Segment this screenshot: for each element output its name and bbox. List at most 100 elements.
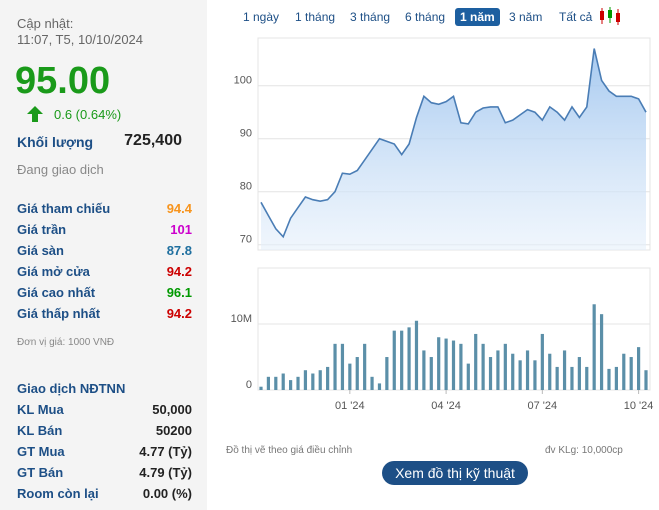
status: Đang giao dịch: [17, 162, 104, 177]
foreign-label: KL Mua: [17, 402, 64, 417]
range-tab[interactable]: 3 tháng: [350, 10, 391, 24]
volume-bar: [570, 366, 574, 390]
range-tab[interactable]: 6 tháng: [405, 10, 446, 24]
foreign-row: Room còn lại 0.00 (%): [17, 486, 192, 506]
volume-bar: [377, 383, 382, 390]
change: 0.6 (0.64%): [54, 107, 122, 122]
volume-bar: [533, 360, 537, 390]
volume-bar: [437, 337, 441, 390]
volume-bar: [363, 343, 367, 390]
x-tick-label: 10 '24: [624, 400, 654, 412]
volume-bar: [488, 357, 493, 390]
volume-bar: [274, 376, 278, 390]
volume-bar: [370, 376, 374, 390]
volume-bar: [511, 353, 515, 390]
volume-bar: [629, 357, 633, 390]
x-tick-label: 04 '24: [431, 400, 461, 412]
price-row: Giá sàn 87.8: [17, 243, 192, 263]
range-tab[interactable]: 1 tháng: [295, 10, 336, 24]
range-tab[interactable]: 3 năm: [509, 10, 543, 24]
volume-bar: [555, 366, 559, 390]
foreign-value: 0.00 (%): [142, 486, 192, 501]
volume-bar: [392, 330, 396, 390]
price-label: Giá sàn: [17, 243, 64, 258]
updated-time: 11:07, T5, 10/10/2024: [17, 32, 144, 47]
x-tick-label: 01 '24: [335, 400, 365, 412]
volume-bar: [503, 343, 507, 390]
y-tick-label: 90: [240, 128, 252, 140]
foreign-value: 50,000: [152, 402, 192, 417]
volume-bar: [592, 304, 596, 390]
range-tab[interactable]: Tất cả: [559, 10, 593, 24]
range-tab[interactable]: 1 ngày: [243, 10, 280, 24]
price-value: 94.4: [166, 201, 192, 216]
volume-bar: [577, 357, 581, 390]
y-tick-label: 10M: [231, 313, 252, 325]
volume-bar: [296, 376, 300, 390]
volume-bar: [466, 363, 470, 390]
foreign-row: KL Mua 50,000: [17, 402, 192, 422]
volume-bar: [451, 340, 456, 390]
price-value: 87.8: [166, 243, 192, 258]
x-tick-label: 07 '24: [528, 400, 558, 412]
price-area: [261, 48, 646, 250]
unit-note: Đơn vị giá: 1000 VNĐ: [17, 337, 115, 348]
y-tick-label: 80: [240, 181, 252, 193]
volume-bar: [289, 380, 293, 390]
volume-bar: [355, 357, 359, 390]
price-value: 94.2: [166, 306, 192, 321]
volume-label: Khối lượng: [17, 134, 94, 150]
volume-bar: [525, 350, 530, 390]
volume-unit-note: đv KLg: 10,000cp: [545, 445, 623, 456]
adjusted-note: Đồ thị vẽ theo giá điều chỉnh: [226, 445, 353, 456]
candle-icon[interactable]: [598, 6, 622, 26]
updated-label: Cập nhật:: [17, 16, 74, 31]
foreign-value: 4.77 (Tỷ): [139, 444, 192, 459]
volume-bar: [407, 327, 411, 390]
foreign-value: 50200: [155, 423, 192, 438]
price-label: Giá mở cửa: [17, 264, 90, 279]
price-label: Giá cao nhất: [17, 285, 96, 300]
foreign-label: GT Bán: [17, 465, 64, 480]
foreign-label: GT Mua: [17, 444, 65, 459]
volume-bar: [607, 368, 611, 390]
price-value: 94.2: [166, 264, 192, 279]
volume-bar: [481, 343, 485, 390]
technical-chart-button[interactable]: Xem đồ thị kỹ thuật: [382, 461, 528, 485]
y-tick-label: 70: [240, 234, 252, 246]
price-value: 101: [170, 222, 192, 237]
volume-bar: [614, 366, 618, 390]
price-value: 96.1: [166, 285, 192, 300]
chart: 70 80 90 100 0 10M 01 '24 04 '24 07 '24 10 '24: [231, 37, 654, 412]
volume-bar: [281, 373, 285, 390]
volume-bar: [496, 350, 500, 390]
volume-bar: [474, 333, 478, 390]
volume-bar: [562, 350, 567, 390]
foreign-row: GT Mua 4.77 (Tỷ): [17, 444, 192, 464]
volume-bar: [636, 347, 641, 390]
volume-bar: [340, 343, 345, 390]
volume: 725,400: [124, 132, 182, 149]
volume-bar: [414, 320, 419, 390]
volume-bar: [599, 314, 604, 390]
foreign-row: GT Bán 4.79 (Tỷ): [17, 465, 192, 485]
volume-bar: [348, 363, 352, 390]
volume-bar: [266, 376, 271, 390]
price-label: Giá thấp nhất: [17, 306, 101, 321]
price-label: Giá tham chiếu: [17, 201, 111, 216]
up-arrow: [27, 106, 43, 122]
volume-bar: [429, 357, 433, 390]
volume-bar: [303, 370, 308, 390]
price-label: Giá trần: [17, 222, 67, 237]
volume-bar: [459, 343, 463, 390]
volume-bar: [385, 357, 389, 390]
foreign-label: Room còn lại: [17, 486, 99, 501]
foreign-value: 4.79 (Tỷ): [139, 465, 192, 480]
volume-bar: [318, 370, 322, 390]
foreign-title: Giao dịch NĐTNN: [17, 381, 126, 396]
price-row: Giá cao nhất 96.1: [17, 285, 192, 305]
volume-bar: [259, 386, 263, 390]
info-panel: Cập nhật: 11:07, T5, 10/10/2024 95.00 0.…: [0, 0, 207, 510]
volume-bar: [333, 343, 337, 390]
range-tab[interactable]: 1 năm: [455, 8, 500, 26]
